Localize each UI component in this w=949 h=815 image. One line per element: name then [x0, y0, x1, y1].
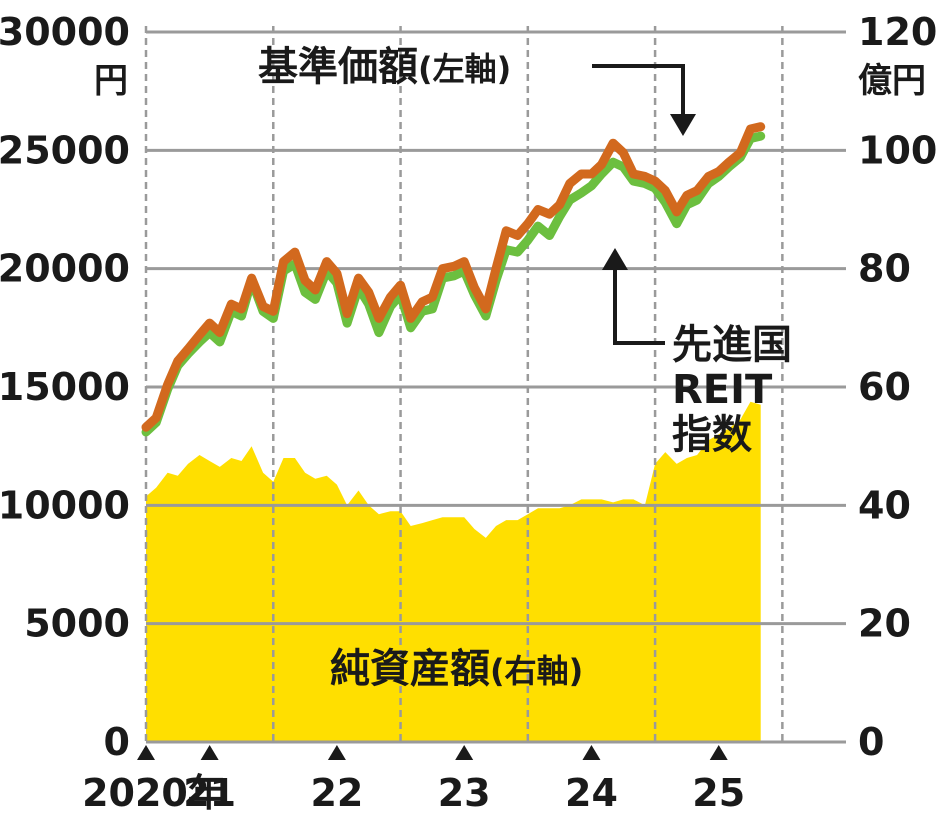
x-tick-label: 22: [310, 771, 363, 815]
right-tick-label: 20: [858, 602, 911, 646]
x-tick-label: 24: [565, 771, 618, 815]
x-tick-marker: [582, 745, 601, 760]
net-assets-area: [146, 401, 761, 742]
nav-annotation-leader: [592, 64, 685, 118]
reit-annotation-leader: [613, 266, 665, 345]
left-tick-label: 25000: [0, 128, 130, 172]
left-tick-label: 5000: [24, 602, 130, 646]
nav-line: [141, 122, 766, 432]
reit-annotation: 先進国 REIT 指数: [602, 248, 792, 458]
left-tick-label: 30000: [0, 10, 130, 54]
x-tick-label: 2020年: [82, 771, 226, 815]
x-tick-marker: [327, 745, 346, 760]
grid-layer: [144, 26, 846, 744]
left-tick-label: 15000: [0, 365, 130, 409]
nav-annotation: 基準価額(左軸): [258, 44, 696, 136]
x-tick-label: 21: [183, 771, 236, 815]
reit-annotation-line2: REIT: [672, 367, 773, 413]
left-tick-label: 20000: [0, 247, 130, 291]
left-tick-label: 0: [104, 720, 130, 764]
right-tick-label: 0: [858, 720, 884, 764]
x-tick-marker: [137, 745, 155, 760]
right-tick-label: 120: [858, 10, 937, 54]
right-tick-label: 40: [858, 483, 911, 527]
nav-annotation-arrowhead: [670, 114, 696, 136]
x-tick-marker: [455, 745, 474, 760]
x-tick-marker: [709, 745, 728, 760]
net-assets-annotation: 純資産額(右軸): [330, 646, 583, 692]
net-assets-area-layer: [146, 401, 761, 742]
reit-annotation-line1: 先進国: [672, 322, 792, 368]
tick-layer: 30000 25000 20000 15000 10000 5000 0 120 100 80 60…: [0, 10, 937, 815]
x-tick-marker: [200, 745, 219, 760]
right-axis-unit: 億円: [858, 61, 926, 101]
left-tick-label: 10000: [0, 483, 130, 527]
right-tick-label: 80: [858, 247, 911, 291]
nav-annotation-label: 基準価額(左軸): [258, 44, 511, 90]
right-tick-label: 60: [858, 365, 911, 409]
x-tick-label: 25: [692, 771, 745, 815]
x-tick-label: 23: [438, 771, 491, 815]
lines-layer: [141, 122, 766, 437]
reit-annotation-arrowhead: [602, 248, 628, 270]
reit-annotation-line3: 指数: [672, 412, 752, 458]
right-tick-label: 100: [858, 128, 937, 172]
left-axis-unit: 円: [94, 61, 128, 101]
